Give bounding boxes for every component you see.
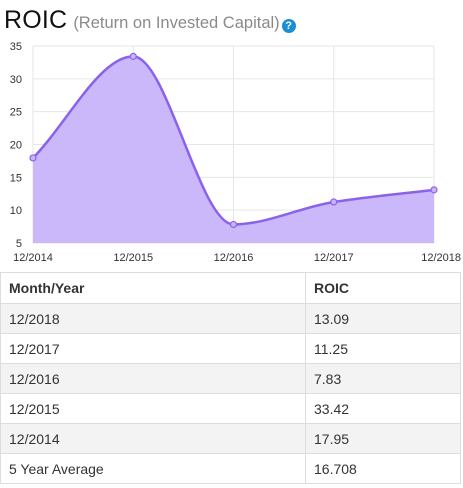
cell-month-year: 12/2015: [0, 393, 306, 424]
data-point: [430, 186, 438, 194]
cell-roic: 7.83: [305, 363, 461, 394]
cell-month-year: 12/2016: [0, 363, 306, 394]
x-tick-label: 12/2017: [314, 252, 354, 264]
help-icon[interactable]: ?: [281, 19, 296, 33]
page-title: ROIC: [4, 6, 68, 34]
y-tick-label: 35: [10, 41, 22, 53]
y-axis-ticks: 5 10 15 20 25 30 35: [10, 41, 22, 250]
cell-average-value: 16.708: [305, 453, 461, 484]
chart-area: [32, 55, 435, 243]
y-tick-label: 20: [10, 140, 22, 152]
x-tick-label: 12/2016: [214, 252, 254, 264]
cell-month-year: 12/2018: [0, 303, 306, 334]
table-row-average: 5 Year Average 16.708: [0, 453, 461, 484]
cell-average-label: 5 Year Average: [0, 453, 306, 484]
table-row: 12/2018 13.09: [0, 303, 461, 334]
x-tick-label: 12/2014: [13, 252, 53, 264]
page-subtitle: (Return on Invested Capital): [73, 14, 280, 32]
y-tick-label: 30: [10, 74, 22, 86]
table-row: 12/2017 11.25: [0, 333, 461, 364]
series-area-fill: [33, 56, 434, 243]
table-row: 12/2016 7.83: [0, 363, 461, 394]
y-tick-label: 5: [16, 238, 22, 250]
data-point: [129, 52, 137, 60]
cell-month-year: 12/2014: [0, 423, 306, 454]
x-tick-label: 12/2018: [421, 252, 461, 264]
cell-roic: 17.95: [305, 423, 461, 454]
chart-points: [29, 52, 438, 229]
data-point: [29, 154, 37, 162]
cell-roic: 33.42: [305, 393, 461, 424]
table-header-row: Month/Year ROIC: [0, 272, 461, 304]
column-header-month-year: Month/Year: [0, 272, 306, 304]
column-header-roic: ROIC: [305, 272, 461, 304]
data-point: [330, 198, 338, 206]
y-tick-label: 15: [10, 172, 22, 184]
table-row: 12/2015 33.42: [0, 393, 461, 424]
roic-table: Month/Year ROIC 12/2018 13.09 12/2017 11…: [0, 272, 461, 484]
x-axis-ticks: 12/2014 12/2015 12/2016 12/2017 12/2018: [13, 252, 461, 264]
cell-roic: 13.09: [305, 303, 461, 334]
y-tick-label: 10: [10, 205, 22, 217]
series-line: [32, 55, 435, 226]
cell-roic: 11.25: [305, 333, 461, 364]
chart-header: ROIC (Return on Invested Capital) ?: [4, 6, 296, 36]
x-tick-label: 12/2015: [113, 252, 153, 264]
y-tick-label: 25: [10, 107, 22, 119]
cell-month-year: 12/2017: [0, 333, 306, 364]
table-row: 12/2014 17.95: [0, 423, 461, 454]
data-point: [229, 220, 238, 229]
